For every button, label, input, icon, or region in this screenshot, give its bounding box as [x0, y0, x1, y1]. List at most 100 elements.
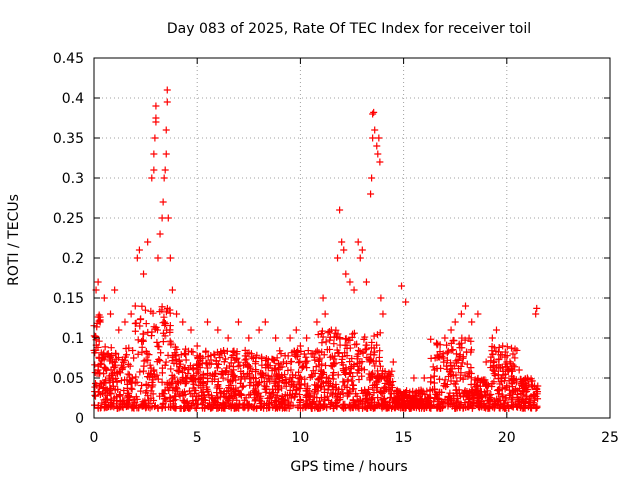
data-point: [168, 286, 176, 294]
cloud-point: [266, 394, 274, 402]
cloud-point: [95, 370, 103, 378]
cloud-point: [131, 319, 139, 327]
cloud-point: [260, 371, 268, 379]
cloud-point: [148, 332, 156, 340]
cloud-point: [162, 308, 170, 316]
cloud-point: [101, 403, 109, 411]
cloud-point: [450, 380, 458, 388]
cloud-point: [333, 402, 341, 410]
cloud-point: [284, 352, 292, 360]
y-tick-label: 0.15: [53, 291, 84, 307]
cloud-point: [123, 392, 131, 400]
cloud-point: [253, 351, 261, 359]
cloud-point: [136, 322, 144, 330]
data-point: [371, 126, 379, 134]
cloud-point: [461, 399, 469, 407]
cloud-point: [153, 338, 161, 346]
cloud-point: [349, 381, 357, 389]
cloud-point: [295, 368, 303, 376]
cloud-point: [138, 302, 146, 310]
cloud-point: [158, 378, 166, 386]
cloud-point: [163, 304, 171, 312]
data-point: [369, 110, 377, 118]
cloud-point: [209, 371, 217, 379]
cloud-point: [521, 382, 529, 390]
data-point: [156, 230, 164, 238]
data-point: [158, 214, 166, 222]
data-point: [187, 326, 195, 334]
cloud-point: [431, 385, 439, 393]
cloud-point: [489, 363, 497, 371]
cloud-point: [339, 365, 347, 373]
cloud-point: [161, 361, 169, 369]
cloud-point: [326, 336, 334, 344]
cloud-point: [118, 356, 126, 364]
cloud-point: [151, 402, 159, 410]
cloud-point: [178, 375, 186, 383]
cloud-point: [444, 347, 452, 355]
data-point: [431, 366, 439, 374]
cloud-point: [326, 345, 334, 353]
cloud-point: [430, 398, 438, 406]
cloud-point: [500, 399, 508, 407]
cloud-point: [138, 348, 146, 356]
cloud-point: [124, 401, 132, 409]
cloud-point: [186, 362, 194, 370]
cloud-point: [534, 395, 542, 403]
cloud-point: [285, 398, 293, 406]
cloud-point: [162, 358, 170, 366]
data-point: [152, 114, 160, 122]
cloud-point: [516, 398, 524, 406]
cloud-point: [463, 403, 471, 411]
cloud-point: [311, 369, 319, 377]
cloud-point: [320, 402, 328, 410]
cloud-point: [250, 374, 258, 382]
cloud-point: [258, 361, 266, 369]
cloud-point: [94, 404, 102, 412]
cloud-point: [319, 333, 327, 341]
y-axis: 0 0.05 0.1 0.15 0.2 0.25 0.3 0.35 0.4 0.45: [53, 51, 610, 427]
cloud-point: [183, 399, 191, 407]
cloud-point: [526, 398, 534, 406]
data-point: [161, 166, 169, 174]
cloud-point: [461, 371, 469, 379]
cloud-point: [442, 362, 450, 370]
data-point: [488, 334, 496, 342]
cloud-point: [436, 375, 444, 383]
cloud-point: [167, 365, 175, 373]
cloud-point: [148, 383, 156, 391]
cloud-point: [232, 384, 240, 392]
data-point: [296, 342, 304, 350]
cloud-point: [438, 388, 446, 396]
cloud-point: [376, 347, 384, 355]
cloud-point: [269, 385, 277, 393]
data-point: [376, 158, 384, 166]
cloud-point: [91, 391, 99, 399]
cloud-point: [507, 344, 515, 352]
cloud-point: [511, 345, 519, 353]
cloud-point: [182, 379, 190, 387]
data-point: [441, 334, 449, 342]
cloud-point: [208, 404, 216, 412]
cloud-point: [334, 330, 342, 338]
cloud-point: [490, 370, 498, 378]
data-point: [272, 334, 280, 342]
cloud-point: [220, 358, 228, 366]
cloud-point: [360, 335, 368, 343]
y-tick-label: 0.45: [53, 51, 84, 67]
cloud-point: [156, 357, 164, 365]
cloud-point: [318, 339, 326, 347]
cloud-point: [509, 388, 517, 396]
cloud-point: [149, 309, 157, 317]
cloud-point: [175, 379, 183, 387]
cloud-point: [159, 399, 167, 407]
cloud-point: [495, 343, 503, 351]
cloud-point: [110, 394, 118, 402]
cloud-point: [212, 369, 220, 377]
cloud-point: [292, 371, 300, 379]
cloud-point: [194, 400, 202, 408]
cloud-point: [245, 369, 253, 377]
cloud-point: [382, 385, 390, 393]
cloud-point: [112, 349, 120, 357]
cloud-point: [94, 366, 102, 374]
